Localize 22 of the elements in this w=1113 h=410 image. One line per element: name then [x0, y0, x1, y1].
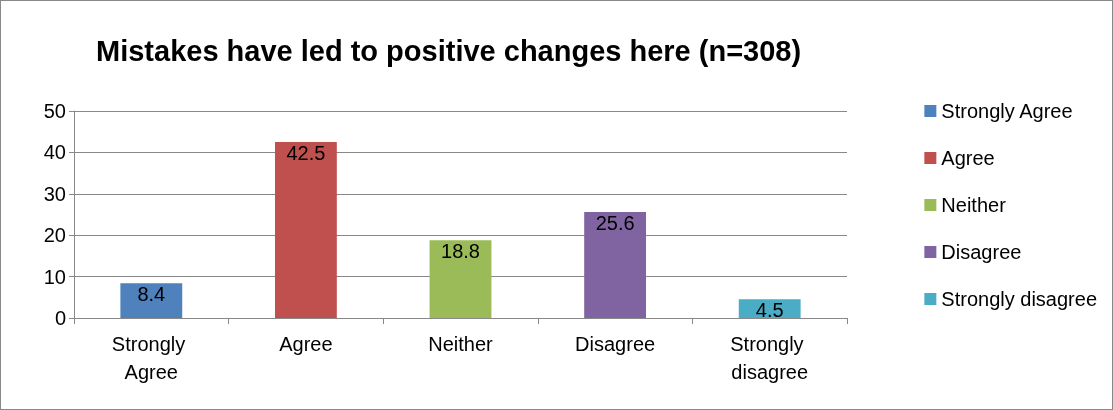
data-label: 4.5: [755, 299, 784, 322]
x-tick-label: Neither: [428, 333, 494, 355]
y-tick-label: 50: [43, 100, 66, 122]
x-tick-label: Agree: [279, 333, 333, 355]
y-tick-label: 0: [54, 307, 66, 329]
x-tick-label: Disagree: [575, 333, 656, 355]
legend-label: Agree: [941, 147, 995, 169]
legend-label: Strongly Agree: [941, 100, 1073, 122]
y-tick-label: 10: [43, 265, 66, 288]
y-tick-label: 20: [43, 224, 66, 247]
x-tick-label: Strongly disagree: [730, 333, 810, 383]
legend-label: Neither: [941, 194, 1007, 216]
data-label: 25.6: [595, 212, 635, 235]
chart-title: Mistakes have led to positive changes here (n=308): [96, 34, 802, 67]
data-label: 18.8: [441, 240, 480, 263]
y-tick-label: 30: [43, 182, 66, 205]
x-tick-label: Strongly Agree: [111, 333, 191, 383]
y-tick-label: 40: [43, 141, 66, 164]
data-label: 8.4: [137, 283, 166, 306]
data-label: 42.5: [286, 142, 326, 165]
legend-label: Disagree: [941, 241, 1022, 263]
legend-label: Strongly disagree: [941, 288, 1098, 310]
